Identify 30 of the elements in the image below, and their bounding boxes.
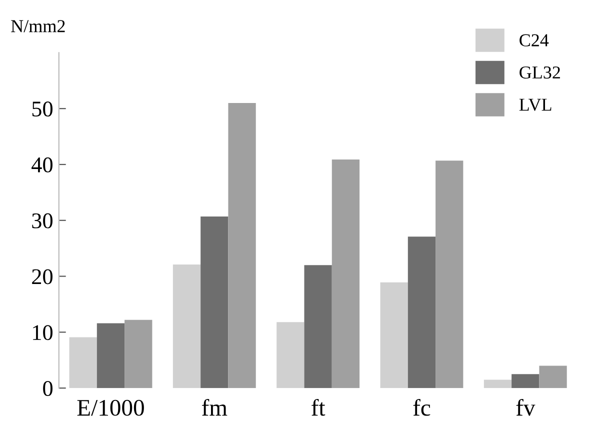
y-tick-label: 10 <box>33 325 52 340</box>
y-tick-label: 20 <box>32 269 52 284</box>
bar <box>304 265 332 388</box>
x-tick-label: E/1000 <box>77 400 144 416</box>
bar <box>276 322 304 388</box>
legend-label: LVL <box>519 98 552 111</box>
bar <box>200 216 228 388</box>
x-tick-label: ft <box>312 398 326 416</box>
bar <box>539 366 567 388</box>
bar <box>69 337 97 388</box>
bar <box>484 380 512 388</box>
bar <box>172 264 201 388</box>
bar <box>228 102 256 388</box>
y-tick-label: 50 <box>32 102 52 117</box>
bar <box>96 323 125 388</box>
bar <box>380 282 408 388</box>
legend-label: C24 <box>520 34 549 46</box>
bar <box>124 320 152 388</box>
y-tick-label: 30 <box>32 213 52 228</box>
x-tick-label: fc <box>413 398 430 416</box>
bar <box>436 160 464 388</box>
bar <box>512 374 540 388</box>
y-tick-label: 40 <box>32 157 52 172</box>
y-tick-label: 0 <box>43 381 52 396</box>
y-axis-title: N/mm2 <box>11 20 65 32</box>
x-tick-label: fv <box>516 398 536 416</box>
bar <box>332 159 360 388</box>
legend-label: GL32 <box>520 66 560 79</box>
bar <box>408 236 436 388</box>
x-tick-label: fm <box>202 398 228 416</box>
